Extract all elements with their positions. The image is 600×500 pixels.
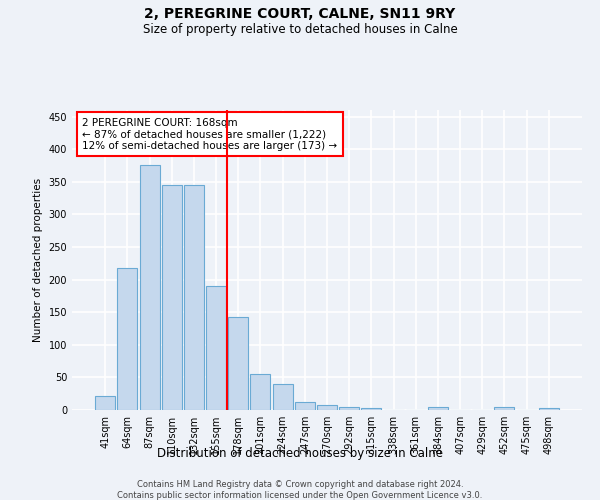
Bar xyxy=(295,402,315,410)
Bar xyxy=(361,408,382,410)
Bar xyxy=(228,318,248,410)
Bar xyxy=(206,286,226,410)
Text: Contains HM Land Registry data © Crown copyright and database right 2024.: Contains HM Land Registry data © Crown c… xyxy=(137,480,463,489)
Y-axis label: Number of detached properties: Number of detached properties xyxy=(33,178,43,342)
Text: 2 PEREGRINE COURT: 168sqm
← 87% of detached houses are smaller (1,222)
12% of se: 2 PEREGRINE COURT: 168sqm ← 87% of detac… xyxy=(82,118,337,150)
Bar xyxy=(162,185,182,410)
Text: 2, PEREGRINE COURT, CALNE, SN11 9RY: 2, PEREGRINE COURT, CALNE, SN11 9RY xyxy=(145,8,455,22)
Bar xyxy=(339,406,359,410)
Bar xyxy=(140,166,160,410)
Bar xyxy=(95,396,115,410)
Text: Size of property relative to detached houses in Calne: Size of property relative to detached ho… xyxy=(143,22,457,36)
Bar xyxy=(118,268,137,410)
Bar xyxy=(317,405,337,410)
Bar xyxy=(184,185,204,410)
Bar xyxy=(272,384,293,410)
Bar xyxy=(250,374,271,410)
Text: Contains public sector information licensed under the Open Government Licence v3: Contains public sector information licen… xyxy=(118,491,482,500)
Bar xyxy=(539,408,559,410)
Bar xyxy=(428,408,448,410)
Bar xyxy=(494,408,514,410)
Text: Distribution of detached houses by size in Calne: Distribution of detached houses by size … xyxy=(157,448,443,460)
